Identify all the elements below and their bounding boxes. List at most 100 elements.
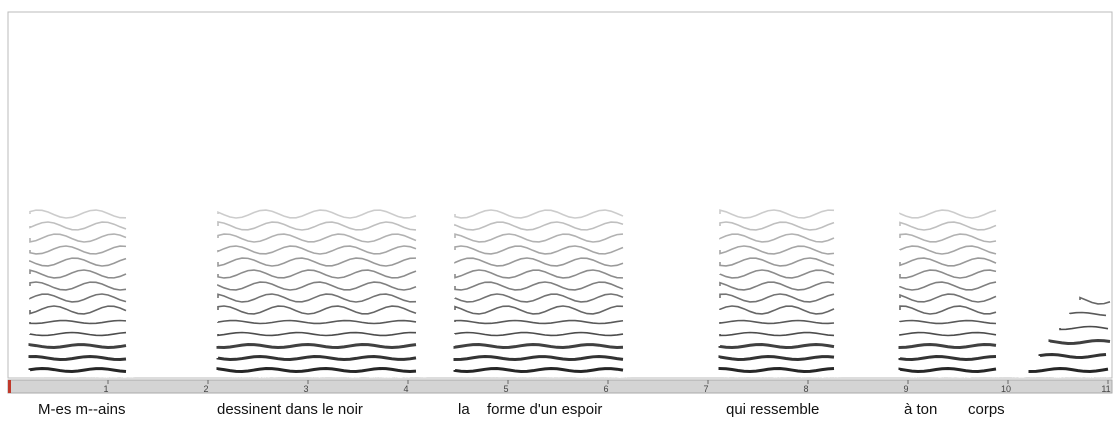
energy-column — [734, 12, 739, 379]
harmonic — [1048, 339, 1111, 345]
energy-column — [418, 119, 427, 379]
harmonic — [29, 281, 127, 291]
energy-column — [938, 75, 947, 379]
energy-column — [331, 133, 341, 378]
energy-column — [30, 58, 45, 379]
energy-column — [986, 45, 1000, 378]
harmonic — [454, 245, 624, 255]
harmonic — [217, 233, 417, 243]
harmonic — [899, 281, 997, 291]
harmonic — [217, 257, 417, 267]
harmonic — [454, 331, 624, 337]
harmonic — [217, 319, 417, 325]
energy-column — [455, 75, 460, 378]
tick-label: 10 — [1001, 384, 1011, 394]
energy-column — [123, 125, 132, 378]
energy-column — [962, 154, 975, 378]
harmonic — [719, 305, 835, 315]
energy-column — [310, 34, 321, 378]
harmonic — [899, 269, 997, 279]
harmonic — [454, 209, 624, 219]
harmonic — [217, 331, 417, 337]
harmonic — [454, 305, 624, 315]
harmonic — [719, 331, 835, 337]
energy-column — [70, 70, 77, 378]
harmonic — [899, 331, 997, 337]
tick-label: 7 — [703, 384, 708, 394]
energy-column — [497, 111, 504, 378]
energy-column — [462, 47, 474, 378]
energy-column — [551, 118, 564, 379]
harmonic — [29, 221, 127, 231]
energy-column — [252, 55, 257, 379]
transcript: M-es m--ains dessinent dans le noir la form… — [38, 401, 1005, 418]
harmonic — [29, 269, 127, 279]
energy-column — [996, 171, 1004, 378]
energy-column — [490, 139, 497, 378]
harmonic — [718, 355, 835, 361]
energy-column — [933, 151, 944, 378]
harmonic — [899, 319, 997, 325]
tick-label: 3 — [303, 384, 308, 394]
energy-column — [572, 138, 581, 378]
cursor — [8, 380, 11, 393]
energy-column — [760, 44, 768, 378]
word: à ton — [904, 401, 937, 418]
harmonic — [898, 367, 997, 373]
energy-column — [271, 45, 278, 379]
energy-column — [1051, 20, 1062, 378]
harmonic — [899, 293, 997, 303]
harmonic — [216, 343, 417, 350]
energy-column — [340, 42, 355, 379]
harmonic — [217, 245, 417, 255]
energy-column — [949, 121, 963, 378]
harmonic — [454, 233, 624, 243]
harmonic — [1059, 325, 1109, 331]
energy-column — [381, 36, 396, 378]
time-axis-bar — [7, 379, 1113, 394]
harmonic — [719, 319, 835, 325]
harmonic — [899, 209, 997, 219]
energy-column — [617, 106, 627, 378]
energy-column — [904, 43, 911, 379]
harmonic — [1079, 296, 1111, 305]
energy-column — [63, 110, 73, 378]
energy-column — [591, 159, 597, 378]
harmonic — [29, 293, 127, 303]
harmonic — [898, 355, 997, 362]
harmonic — [719, 269, 835, 279]
energy-column — [351, 24, 360, 379]
energy-column — [522, 106, 528, 378]
harmonic — [454, 269, 624, 279]
word: M-es m--ains — [38, 401, 126, 418]
energy-column — [748, 142, 762, 378]
tick-label: 9 — [903, 384, 908, 394]
harmonic — [899, 221, 997, 231]
harmonic — [217, 293, 417, 303]
tick-label: 11 — [1101, 384, 1110, 394]
harmonic — [898, 343, 997, 350]
harmonic — [453, 366, 624, 374]
energy-column — [799, 125, 806, 378]
harmonic — [29, 319, 127, 325]
energy-column — [742, 87, 747, 378]
harmonic — [719, 281, 835, 291]
harmonic — [28, 366, 127, 373]
harmonic — [1069, 311, 1107, 317]
spectrogram — [28, 12, 1111, 379]
harmonic — [718, 342, 835, 349]
energy-column — [88, 64, 96, 379]
energy-column — [244, 154, 256, 378]
energy-column — [515, 66, 520, 378]
energy-column — [318, 29, 323, 378]
harmonic — [29, 233, 127, 243]
harmonic — [29, 331, 127, 337]
harmonic — [217, 281, 417, 291]
energy-column — [1098, 168, 1109, 378]
harmonic — [454, 281, 624, 291]
harmonic — [453, 354, 624, 361]
energy-column — [529, 165, 539, 378]
harmonic — [217, 209, 417, 219]
harmonic — [718, 366, 835, 373]
